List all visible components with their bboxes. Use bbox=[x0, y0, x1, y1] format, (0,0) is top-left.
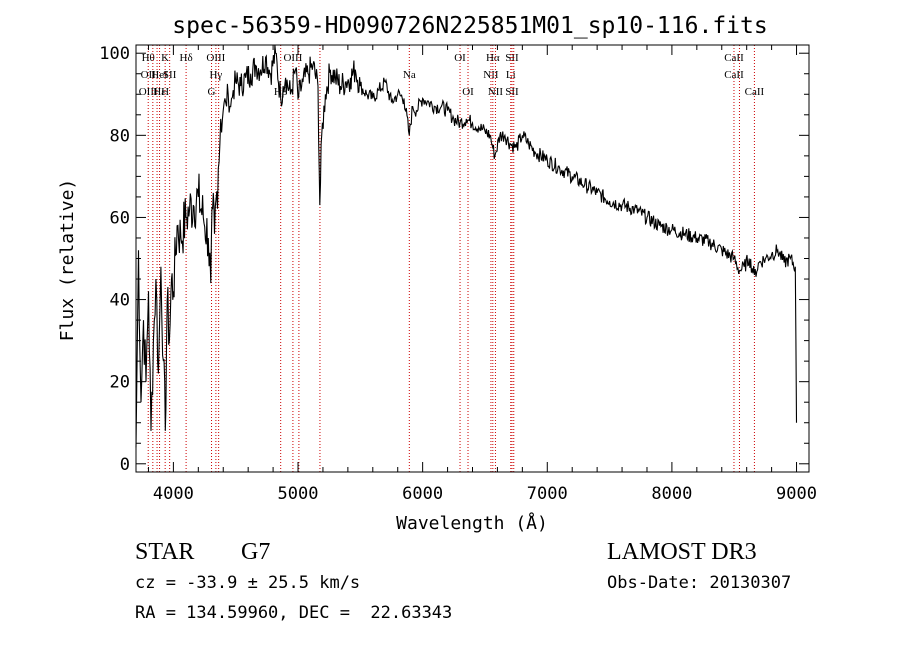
y-tick-label-60: 60 bbox=[110, 208, 130, 228]
survey-release: LAMOST DR3 bbox=[607, 539, 757, 565]
x-tick-label-4000: 4000 bbox=[153, 484, 194, 504]
line-marker-label-8-top: OIII bbox=[206, 52, 225, 64]
x-axis: 4000 5000 6000 7000 8000 9000 bbox=[147, 45, 817, 504]
object-subclass: G7 bbox=[241, 539, 271, 565]
redshift-velocity: cz = -33.9 ± 25.5 km/s bbox=[135, 573, 361, 593]
x-axis-label: Wavelength (Å) bbox=[396, 512, 548, 534]
line-marker-label-25-low: CaII bbox=[745, 86, 765, 98]
line-marker-label-3-mid: HeI bbox=[151, 69, 168, 81]
x-tick-label-9000: 9000 bbox=[776, 484, 817, 504]
sky-coordinates: RA = 134.59960, DEC = 22.63343 bbox=[135, 603, 453, 623]
line-marker-label-3-low: Hε bbox=[153, 86, 166, 98]
y-tick-label-0: 0 bbox=[120, 455, 130, 475]
x-tick-label-6000: 6000 bbox=[402, 484, 443, 504]
line-marker-label-11-top: OIII bbox=[283, 52, 302, 64]
line-marker-label-18-top: Hα bbox=[486, 52, 500, 64]
observation-date: Obs-Date: 20130307 bbox=[607, 573, 792, 593]
line-marker-label-23-mid: CaII bbox=[724, 69, 744, 81]
object-class: STAR bbox=[135, 539, 195, 565]
chart-title: spec-56359-HD090726N225851M01_sp10-116.f… bbox=[172, 13, 767, 39]
line-marker-label-17-mid: NII bbox=[483, 69, 499, 81]
line-marker-label-7-low: G bbox=[208, 86, 216, 98]
line-marker-label-21-top: SII bbox=[505, 52, 519, 64]
line-marker-label-4-low: H bbox=[161, 86, 169, 98]
spectral-line-markers: HθOIIOIIIHeIHεKHSIIHδGOIIIHγHβOIIINaOIOI… bbox=[139, 45, 765, 472]
spectrum-chart: spec-56359-HD090726N225851M01_sp10-116.f… bbox=[57, 13, 817, 534]
line-marker-label-0-top: Hθ bbox=[142, 52, 155, 64]
line-marker-label-0-low: OIII bbox=[139, 86, 158, 98]
line-marker-label-8-mid: Hγ bbox=[209, 69, 222, 81]
x-tick-label-5000: 5000 bbox=[278, 484, 319, 504]
spectrum-data bbox=[135, 44, 798, 448]
line-marker-label-0-mid: OII bbox=[141, 69, 157, 81]
line-marker-label-14-mid: Na bbox=[403, 69, 416, 81]
line-marker-label-16-low: OI bbox=[462, 86, 474, 98]
x-tick-label-7000: 7000 bbox=[527, 484, 568, 504]
line-marker-label-5-mid: SII bbox=[163, 69, 177, 81]
line-marker-label-21-low: SII bbox=[505, 86, 519, 98]
y-tick-label-80: 80 bbox=[110, 126, 130, 146]
y-tick-label-100: 100 bbox=[99, 44, 130, 64]
x-tick-label-8000: 8000 bbox=[651, 484, 692, 504]
y-tick-label-20: 20 bbox=[110, 373, 130, 393]
plot-frame bbox=[135, 44, 810, 473]
y-axis-label: Flux (relative) bbox=[57, 179, 78, 342]
line-marker-label-4-top: K bbox=[161, 52, 169, 64]
spectrum-line bbox=[135, 44, 798, 448]
line-marker-label-23-top: CaII bbox=[724, 52, 744, 64]
y-axis: 0 20 40 60 80 100 bbox=[99, 44, 809, 475]
line-marker-label-20-mid: Li bbox=[506, 69, 516, 81]
line-marker-label-15-top: OI bbox=[454, 52, 466, 64]
y-tick-label-40: 40 bbox=[110, 291, 130, 311]
line-marker-label-6-top: Hδ bbox=[180, 52, 193, 64]
line-marker-label-19-low: NII bbox=[488, 86, 504, 98]
